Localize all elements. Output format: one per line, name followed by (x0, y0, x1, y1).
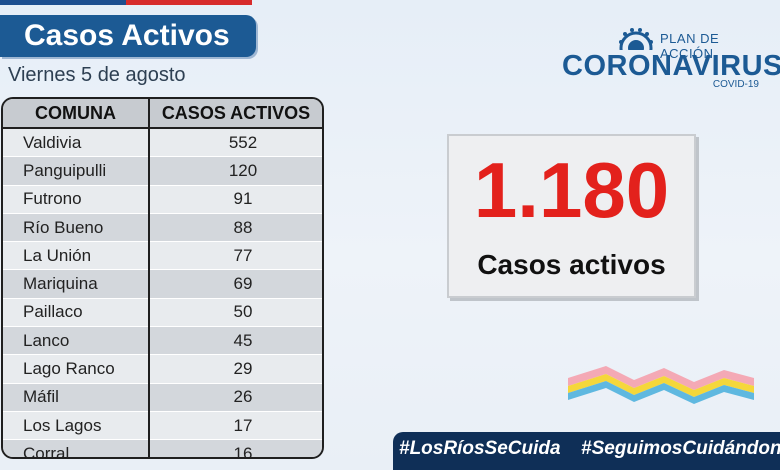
comuna-cell: Valdivia (3, 128, 150, 158)
comuna-cell: Corral (3, 439, 150, 457)
comuna-cell: Los Lagos (3, 411, 150, 441)
table-row: Máfil 26 (3, 383, 322, 412)
table-row: Valdivia 552 (3, 128, 322, 158)
date-label: Viernes 5 de agosto (8, 64, 186, 86)
title-badge: Casos Activos (0, 15, 256, 57)
column-header-comuna: COMUNA (3, 99, 150, 129)
table-row: Río Bueno 88 (3, 213, 322, 243)
table-row: Corral 16 (3, 439, 322, 457)
page-title: Casos Activos (24, 19, 230, 52)
table-row: La Unión 77 (3, 241, 322, 271)
comuna-cell: Paillaco (3, 298, 150, 328)
casos-cell: 120 (149, 156, 322, 186)
comuna-cell: Lago Ranco (3, 354, 150, 384)
cases-table: COMUNA CASOS ACTIVOS Valdivia 552 Pangui… (1, 97, 324, 459)
casos-cell: 50 (149, 298, 322, 328)
table-row: Panguipulli 120 (3, 156, 322, 186)
rainbow-waves-logo (568, 366, 754, 404)
flag-red (126, 0, 252, 5)
comuna-cell: Mariquina (3, 269, 150, 299)
flag-stripe (0, 0, 252, 5)
coronavirus-plan-logo: PLAN DE ACCIÓN CORONAVIRUS COVID-19 (560, 26, 780, 90)
casos-cell: 77 (149, 241, 322, 271)
casos-cell: 88 (149, 213, 322, 243)
comuna-cell: Máfil (3, 383, 150, 412)
total-cases-label: Casos activos (477, 249, 666, 280)
hashtag-seguimos: #SeguimosCuidándonos (581, 438, 780, 459)
column-header-casos: CASOS ACTIVOS (149, 99, 322, 129)
table-row: Mariquina 69 (3, 269, 322, 299)
comuna-cell: Río Bueno (3, 213, 150, 243)
casos-cell: 17 (149, 411, 322, 441)
casos-cell: 91 (149, 185, 322, 214)
comuna-cell: La Unión (3, 241, 150, 271)
table-row: Paillaco 50 (3, 298, 322, 328)
table-row: Lago Ranco 29 (3, 354, 322, 384)
comuna-cell: Lanco (3, 326, 150, 356)
flag-blue (0, 0, 126, 5)
table-row: Los Lagos 17 (3, 411, 322, 441)
virus-emblem-icon (619, 28, 653, 50)
casos-cell: 45 (149, 326, 322, 356)
casos-cell: 552 (149, 128, 322, 158)
coronavirus-label: CORONAVIRUS (562, 50, 780, 82)
casos-cell: 69 (149, 269, 322, 299)
casos-cell: 26 (149, 383, 322, 412)
table-row: Lanco 45 (3, 326, 322, 356)
comuna-cell: Panguipulli (3, 156, 150, 186)
casos-cell: 16 (149, 439, 322, 457)
covid-label: COVID-19 (712, 79, 759, 90)
casos-cell: 29 (149, 354, 322, 384)
hashtag-banner: #LosRíosSeCuida #SeguimosCuidándonos (393, 432, 780, 470)
hashtag-los-rios: #LosRíosSeCuida (399, 438, 561, 459)
table-row: Futrono 91 (3, 185, 322, 214)
total-cases-number: 1.180 (473, 146, 670, 234)
comuna-cell: Futrono (3, 185, 150, 214)
plan-label: PLAN DE ACCIÓN (660, 31, 720, 61)
total-cases-card: 1.180 Casos activos (447, 134, 696, 298)
table-header-row: COMUNA CASOS ACTIVOS (3, 99, 322, 129)
